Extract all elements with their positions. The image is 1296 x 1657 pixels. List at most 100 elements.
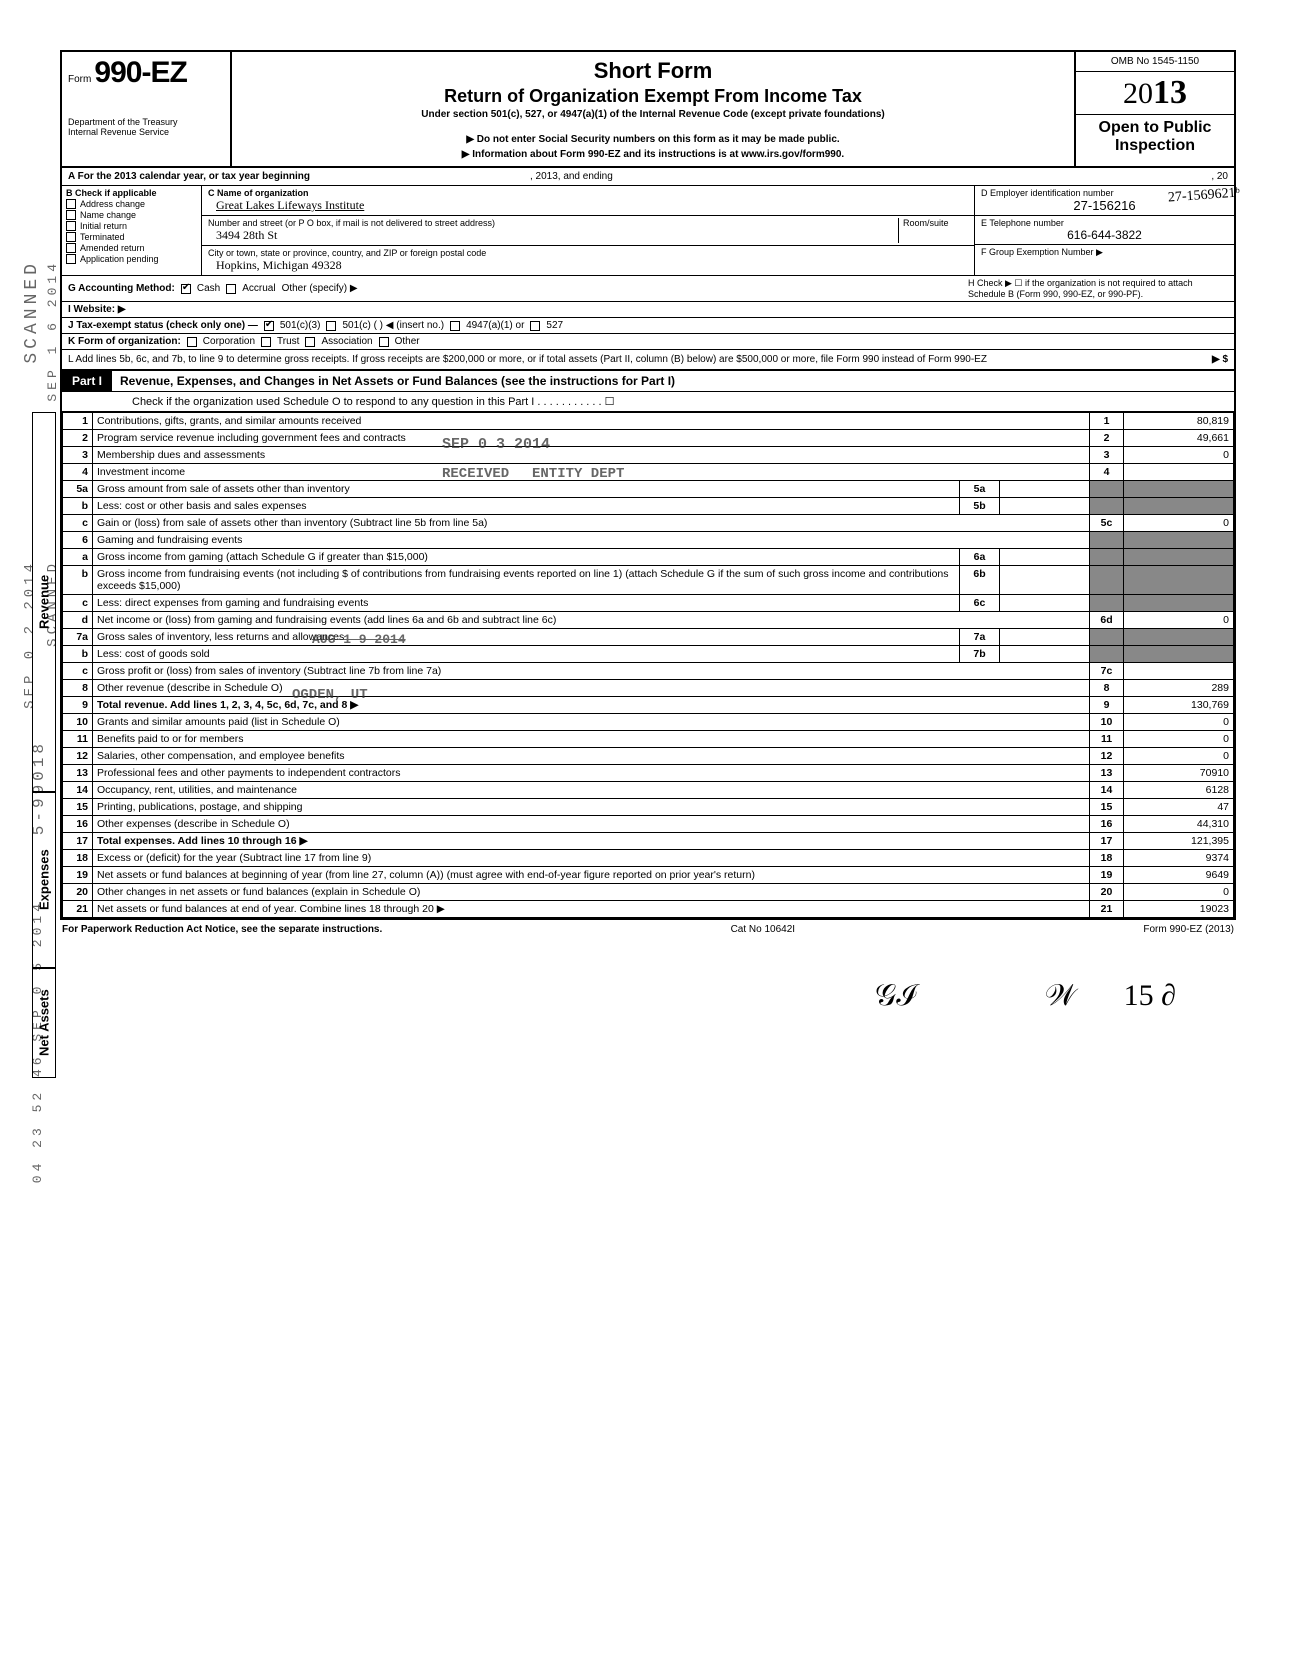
chk-accrual[interactable]: [226, 284, 236, 294]
chk-other[interactable]: [379, 337, 389, 347]
lines-wrap: Revenue Expenses Net Assets SEP 0 3 2014…: [62, 412, 1234, 918]
line-b: bLess: cost or other basis and sales exp…: [63, 498, 1234, 515]
line-5a: 5aGross amount from sale of assets other…: [63, 481, 1234, 498]
footer: For Paperwork Reduction Act Notice, see …: [60, 920, 1236, 939]
header-left: Form 990-EZ Department of the Treasury I…: [62, 52, 232, 166]
room-label: Room/suite: [898, 218, 968, 243]
row-a-left: A For the 2013 calendar year, or tax yea…: [68, 171, 310, 182]
b-header: B Check if applicable: [66, 188, 197, 198]
f-label: F Group Exemption Number ▶: [981, 247, 1228, 258]
title: Short Form: [242, 58, 1064, 84]
line-a: aGross income from gaming (attach Schedu…: [63, 549, 1234, 566]
col-c: C Name of organization Great Lakes Lifew…: [202, 186, 974, 275]
line-15: 15Printing, publications, postage, and s…: [63, 799, 1234, 816]
chk-4947[interactable]: [450, 321, 460, 331]
footer-left: For Paperwork Reduction Act Notice, see …: [62, 924, 382, 935]
row-i: I Website: ▶: [62, 302, 1234, 318]
chk-amended[interactable]: [66, 243, 76, 253]
footer-mid: Cat No 10642I: [731, 924, 796, 935]
row-a: A For the 2013 calendar year, or tax yea…: [62, 168, 1234, 186]
header-right: OMB No 1545-1150 2013 Open to Public Ins…: [1074, 52, 1234, 166]
chk-cash[interactable]: [181, 284, 191, 294]
e-label: E Telephone number: [981, 218, 1228, 228]
under: Under section 501(c), 527, or 4947(a)(1)…: [242, 109, 1064, 120]
chk-name[interactable]: [66, 210, 76, 220]
col-b: B Check if applicable Address change Nam…: [62, 186, 202, 275]
line-17: 17Total expenses. Add lines 10 through 1…: [63, 833, 1234, 850]
c-name-label: C Name of organization: [208, 188, 968, 198]
chk-501c[interactable]: [326, 321, 336, 331]
line-c: cGross profit or (loss) from sales of in…: [63, 663, 1234, 680]
header-mid: Short Form Return of Organization Exempt…: [232, 52, 1074, 166]
chk-initial[interactable]: [66, 221, 76, 231]
line-2: 2Program service revenue including gover…: [63, 430, 1234, 447]
line-c: cLess: direct expenses from gaming and f…: [63, 595, 1234, 612]
c-city-value: Hopkins, Michigan 49328: [216, 258, 968, 273]
line-18: 18Excess or (deficit) for the year (Subt…: [63, 850, 1234, 867]
line-d: dNet income or (loss) from gaming and fu…: [63, 612, 1234, 629]
part1-title: Revenue, Expenses, and Changes in Net As…: [112, 371, 683, 391]
c-addr-value: 3494 28th St: [216, 228, 898, 243]
stamp-topdate: SEP 1 6 2014: [45, 260, 60, 402]
h-note: H Check ▶ ☐ if the organization is not r…: [968, 278, 1228, 299]
chk-527[interactable]: [530, 321, 540, 331]
year-prefix: 20: [1123, 77, 1153, 110]
side-netassets: Net Assets: [32, 968, 56, 1078]
stamp-scanned: SCANNED: [22, 260, 42, 364]
c-city-label: City or town, state or province, country…: [208, 248, 968, 258]
c-addr-label: Number and street (or P O box, if mail i…: [208, 218, 898, 228]
part1-bar: Part I Revenue, Expenses, and Changes in…: [62, 371, 1234, 392]
form-number: 990-EZ: [94, 56, 186, 89]
part1-tag: Part I: [62, 371, 112, 391]
section-bcde: B Check if applicable Address change Nam…: [62, 186, 1234, 276]
yearbox: 2013: [1076, 72, 1234, 115]
note2: ▶ Information about Form 990-EZ and its …: [242, 149, 1064, 160]
row-g: G Accounting Method: Cash Accrual Other …: [62, 276, 1234, 302]
chk-terminated[interactable]: [66, 232, 76, 242]
chk-corp[interactable]: [187, 337, 197, 347]
row-j: J Tax-exempt status (check only one) — 5…: [62, 318, 1234, 334]
form-prefix: Form: [68, 74, 91, 85]
line-21: 21Net assets or fund balances at end of …: [63, 901, 1234, 918]
line-c: cGain or (loss) from sale of assets othe…: [63, 515, 1234, 532]
header: Form 990-EZ Department of the Treasury I…: [62, 52, 1234, 168]
line-b: bGross income from fundraising events (n…: [63, 566, 1234, 595]
form-990ez: Form 990-EZ Department of the Treasury I…: [60, 50, 1236, 920]
chk-501c3[interactable]: [264, 321, 274, 331]
row-l: L Add lines 5b, 6c, and 7b, to line 9 to…: [62, 350, 1234, 371]
line-13: 13Professional fees and other payments t…: [63, 765, 1234, 782]
side-expenses: Expenses: [32, 792, 56, 968]
subtitle: Return of Organization Exempt From Incom…: [242, 86, 1064, 107]
chk-pending[interactable]: [66, 254, 76, 264]
e-value: 616-644-3822: [981, 228, 1228, 242]
note1: ▶ Do not enter Social Security numbers o…: [242, 134, 1064, 145]
line-9: 9Total revenue. Add lines 1, 2, 3, 4, 5c…: [63, 697, 1234, 714]
chk-address[interactable]: [66, 199, 76, 209]
line-14: 14Occupancy, rent, utilities, and mainte…: [63, 782, 1234, 799]
chk-trust[interactable]: [261, 337, 271, 347]
line-10: 10Grants and similar amounts paid (list …: [63, 714, 1234, 731]
part1-sub: Check if the organization used Schedule …: [62, 392, 1234, 412]
line-6: 6Gaming and fundraising events: [63, 532, 1234, 549]
line-b: bLess: cost of goods sold7b: [63, 646, 1234, 663]
c-name-value: Great Lakes Lifeways Institute: [216, 198, 968, 213]
row-k: K Form of organization: Corporation Trus…: [62, 334, 1234, 350]
line-16: 16Other expenses (describe in Schedule O…: [63, 816, 1234, 833]
line-7a: 7aGross sales of inventory, less returns…: [63, 629, 1234, 646]
line-19: 19Net assets or fund balances at beginni…: [63, 867, 1234, 884]
side-revenue: Revenue: [32, 412, 56, 792]
footer-right: Form 990-EZ (2013): [1143, 924, 1234, 935]
year-suffix: 13: [1153, 74, 1187, 111]
dept2: Internal Revenue Service: [68, 128, 224, 138]
omb: OMB No 1545-1150: [1076, 52, 1234, 72]
line-3: 3Membership dues and assessments30: [63, 447, 1234, 464]
row-a-mid: , 2013, and ending: [530, 171, 613, 182]
chk-assoc[interactable]: [305, 337, 315, 347]
row-a-right: , 20: [1211, 171, 1228, 182]
line-1: 1Contributions, gifts, grants, and simil…: [63, 413, 1234, 430]
col-de: D Employer identification number 27-1562…: [974, 186, 1234, 275]
line-12: 12Salaries, other compensation, and empl…: [63, 748, 1234, 765]
line-8: 8Other revenue (describe in Schedule O)8…: [63, 680, 1234, 697]
line-20: 20Other changes in net assets or fund ba…: [63, 884, 1234, 901]
open-inspection: Open to Public Inspection: [1076, 115, 1234, 158]
